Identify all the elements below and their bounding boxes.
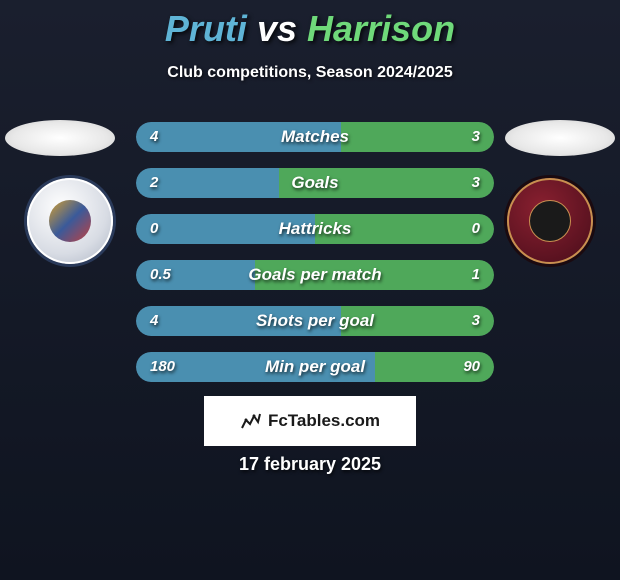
brand-logo-icon bbox=[240, 410, 262, 432]
stat-value-right: 3 bbox=[472, 168, 480, 198]
stat-row: Goals per match0.5 1 bbox=[130, 260, 500, 290]
brand-text: FcTables.com bbox=[268, 411, 380, 431]
stat-label: Hattricks bbox=[130, 214, 500, 244]
club-crest-right bbox=[529, 200, 571, 242]
player1-name: Pruti bbox=[165, 8, 247, 49]
stat-row: Hattricks0 0 bbox=[130, 214, 500, 244]
player2-photo-placeholder bbox=[505, 120, 615, 156]
stat-value-left: 4 bbox=[150, 122, 158, 152]
club-badge-left bbox=[27, 178, 113, 264]
stat-value-left: 180 bbox=[150, 352, 175, 382]
stat-row: Min per goal180 90 bbox=[130, 352, 500, 382]
stat-value-left: 0 bbox=[150, 214, 158, 244]
stat-label: Goals per match bbox=[130, 260, 500, 290]
stat-value-left: 2 bbox=[150, 168, 158, 198]
stat-value-left: 4 bbox=[150, 306, 158, 336]
stat-row: Goals2 3 bbox=[130, 168, 500, 198]
club-crest-left bbox=[49, 200, 91, 242]
stats-bars: Matches43Goals23Hattricks00Goals per mat… bbox=[130, 122, 500, 398]
date-text: 17 february 2025 bbox=[0, 454, 620, 475]
stat-label: Goals bbox=[130, 168, 500, 198]
player1-photo-placeholder bbox=[5, 120, 115, 156]
player2-name: Harrison bbox=[307, 8, 455, 49]
brand-box: FcTables.com bbox=[204, 396, 416, 446]
subtitle: Club competitions, Season 2024/2025 bbox=[0, 64, 620, 82]
club-badge-right bbox=[507, 178, 593, 264]
comparison-title: Pruti vs Harrison bbox=[0, 0, 620, 50]
stat-row: Matches4 3 bbox=[130, 122, 500, 152]
stat-row: Shots per goal4 3 bbox=[130, 306, 500, 336]
vs-separator: vs bbox=[257, 8, 297, 49]
stat-value-right: 3 bbox=[472, 306, 480, 336]
stat-value-left: 0.5 bbox=[150, 260, 171, 290]
stat-label: Matches bbox=[130, 122, 500, 152]
stat-label: Min per goal bbox=[130, 352, 500, 382]
stat-value-right: 1 bbox=[472, 260, 480, 290]
stat-value-right: 3 bbox=[472, 122, 480, 152]
stat-value-right: 90 bbox=[463, 352, 480, 382]
stat-value-right: 0 bbox=[472, 214, 480, 244]
stat-label: Shots per goal bbox=[130, 306, 500, 336]
